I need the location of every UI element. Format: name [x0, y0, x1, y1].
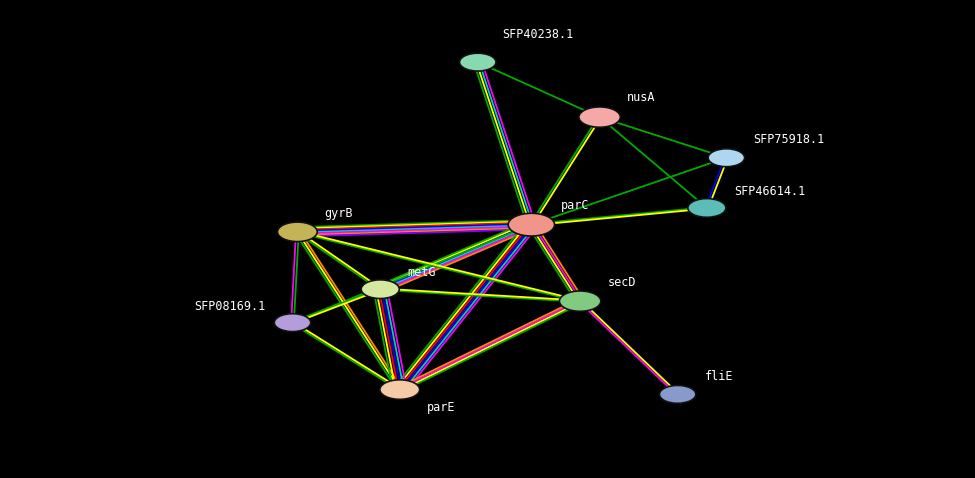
Text: nusA: nusA: [627, 90, 655, 104]
Text: SFP46614.1: SFP46614.1: [734, 185, 805, 198]
Circle shape: [687, 198, 726, 217]
Text: fliE: fliE: [705, 369, 733, 383]
Circle shape: [659, 385, 696, 403]
Circle shape: [361, 280, 400, 299]
Circle shape: [579, 107, 620, 127]
Text: secD: secD: [607, 276, 636, 290]
Text: SFP75918.1: SFP75918.1: [754, 133, 825, 146]
Text: SFP08169.1: SFP08169.1: [194, 300, 265, 313]
Circle shape: [708, 149, 745, 167]
Circle shape: [380, 380, 419, 399]
Text: parE: parE: [427, 401, 455, 414]
Circle shape: [274, 314, 311, 332]
Circle shape: [508, 213, 555, 236]
Text: gyrB: gyrB: [325, 207, 353, 220]
Circle shape: [459, 53, 496, 71]
Text: metG: metG: [408, 266, 436, 280]
Circle shape: [560, 291, 601, 311]
Text: parC: parC: [561, 199, 589, 212]
Text: SFP40238.1: SFP40238.1: [502, 28, 573, 41]
Circle shape: [278, 222, 317, 241]
